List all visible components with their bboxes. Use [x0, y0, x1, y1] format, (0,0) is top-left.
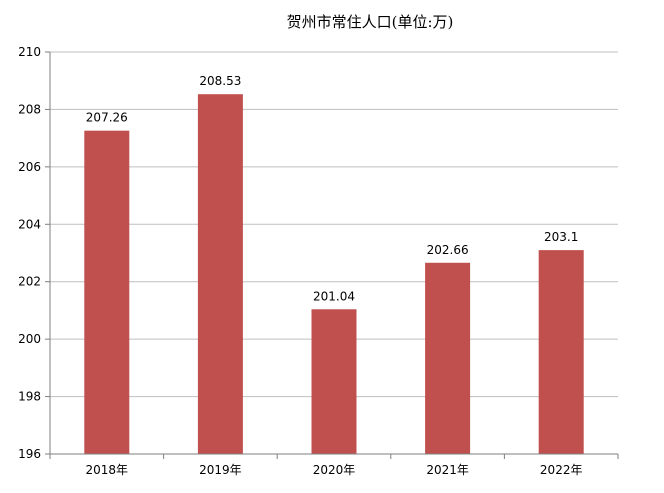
bar-1 [197, 94, 243, 455]
axes [49, 52, 619, 459]
bar-3 [425, 262, 471, 454]
gridlines [45, 51, 618, 455]
y-tick-label: 198 [18, 390, 41, 404]
data-label-3: 202.66 [427, 243, 469, 257]
bar-4 [538, 250, 584, 454]
data-label-1: 208.53 [199, 74, 241, 88]
data-label-4: 203.1 [544, 230, 578, 244]
category-label-4: 2022年 [540, 463, 583, 477]
chart-title: 贺州市常住人口(单位:万) [287, 13, 454, 31]
y-tick-label: 196 [18, 447, 41, 461]
y-tick-label: 208 [18, 102, 41, 116]
y-axis-tick-labels: 196 198 200 202 204 206 208 210 [18, 45, 41, 461]
category-label-0: 2018年 [86, 463, 129, 477]
y-tick-label: 202 [18, 275, 41, 289]
bar-0 [84, 130, 130, 455]
data-label-0: 207.26 [86, 111, 128, 125]
data-label-2: 201.04 [313, 289, 355, 303]
y-tick-label: 200 [18, 332, 41, 346]
x-axis-category-labels: 2018年 2019年 2020年 2021年 2022年 [86, 463, 583, 477]
data-labels: 207.26 208.53 201.04 202.66 203.1 [86, 74, 579, 303]
y-tick-label: 210 [18, 45, 41, 59]
y-tick-label: 206 [18, 160, 41, 174]
bars [84, 94, 584, 455]
y-tick-label: 204 [18, 217, 41, 231]
bar-2 [311, 309, 357, 454]
category-label-1: 2019年 [199, 463, 242, 477]
category-label-3: 2021年 [426, 463, 469, 477]
category-label-2: 2020年 [313, 463, 356, 477]
